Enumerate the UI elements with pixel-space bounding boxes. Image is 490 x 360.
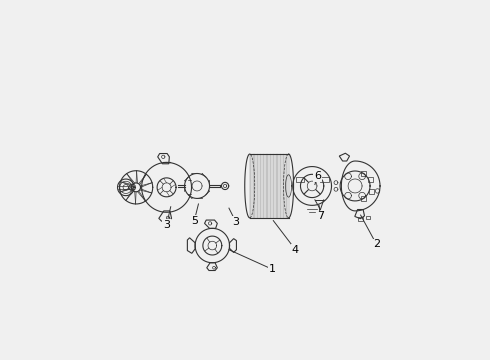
Text: 1: 1: [269, 264, 275, 274]
Text: 3: 3: [163, 220, 170, 230]
Text: 6: 6: [314, 171, 321, 181]
Bar: [361, 171, 366, 176]
Text: 4: 4: [292, 245, 299, 255]
Bar: [358, 217, 364, 221]
Text: 7: 7: [317, 211, 324, 221]
Text: 5: 5: [191, 216, 198, 226]
Bar: [361, 196, 366, 201]
Text: 2: 2: [373, 239, 380, 249]
Bar: [369, 189, 374, 194]
Text: 3: 3: [232, 217, 240, 227]
Bar: [368, 177, 373, 182]
Bar: [366, 216, 370, 219]
